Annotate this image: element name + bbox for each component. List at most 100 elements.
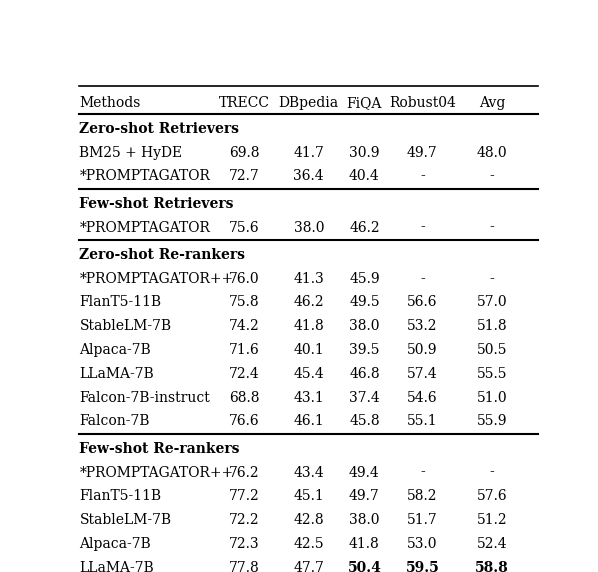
Text: 74.2: 74.2 [228,319,260,333]
Text: Falcon-7B-instruct: Falcon-7B-instruct [80,391,210,404]
Text: -: - [420,272,425,285]
Text: 37.4: 37.4 [349,391,380,404]
Text: 75.6: 75.6 [228,221,259,235]
Text: 57.6: 57.6 [477,489,507,503]
Text: 41.8: 41.8 [294,319,324,333]
Text: 41.3: 41.3 [294,272,324,285]
Text: Methods: Methods [80,96,141,110]
Text: 40.1: 40.1 [294,343,324,357]
Text: 40.4: 40.4 [349,169,380,184]
Text: 52.4: 52.4 [477,537,507,551]
Text: 39.5: 39.5 [349,343,380,357]
Text: Robust04: Robust04 [389,96,456,110]
Text: 38.0: 38.0 [349,319,380,333]
Text: 51.7: 51.7 [407,513,438,527]
Text: 55.9: 55.9 [477,414,507,428]
Text: Alpaca-7B: Alpaca-7B [80,343,151,357]
Text: 57.0: 57.0 [477,296,507,309]
Text: Few-shot Re-rankers: Few-shot Re-rankers [80,442,240,456]
Text: 58.8: 58.8 [475,561,509,572]
Text: 43.4: 43.4 [294,466,324,479]
Text: *PROMPTAGATOR++: *PROMPTAGATOR++ [80,272,233,285]
Text: Zero-shot Re-rankers: Zero-shot Re-rankers [80,248,245,262]
Text: 77.8: 77.8 [228,561,260,572]
Text: 50.5: 50.5 [477,343,507,357]
Text: 38.0: 38.0 [349,513,380,527]
Text: 59.5: 59.5 [405,561,439,572]
Text: -: - [420,221,425,235]
Text: 36.4: 36.4 [294,169,324,184]
Text: 50.4: 50.4 [347,561,382,572]
Text: 56.6: 56.6 [407,296,438,309]
Text: DBpedia: DBpedia [279,96,339,110]
Text: 55.5: 55.5 [477,367,507,381]
Text: 72.2: 72.2 [228,513,259,527]
Text: 38.0: 38.0 [294,221,324,235]
Text: 45.4: 45.4 [294,367,324,381]
Text: 76.0: 76.0 [228,272,259,285]
Text: 68.8: 68.8 [228,391,259,404]
Text: 30.9: 30.9 [349,146,380,160]
Text: 53.0: 53.0 [407,537,438,551]
Text: 57.4: 57.4 [407,367,438,381]
Text: 46.2: 46.2 [294,296,324,309]
Text: FlanT5-11B: FlanT5-11B [80,489,161,503]
Text: *PROMPTAGATOR++: *PROMPTAGATOR++ [80,466,233,479]
Text: 49.4: 49.4 [349,466,380,479]
Text: 75.8: 75.8 [228,296,259,309]
Text: 58.2: 58.2 [407,489,438,503]
Text: 51.8: 51.8 [477,319,507,333]
Text: 71.6: 71.6 [228,343,260,357]
Text: Few-shot Retrievers: Few-shot Retrievers [80,197,234,210]
Text: 41.7: 41.7 [294,146,324,160]
Text: 42.5: 42.5 [294,537,324,551]
Text: 45.1: 45.1 [294,489,324,503]
Text: 77.2: 77.2 [228,489,260,503]
Text: 50.9: 50.9 [407,343,438,357]
Text: -: - [490,169,494,184]
Text: -: - [490,466,494,479]
Text: 51.2: 51.2 [477,513,507,527]
Text: 72.7: 72.7 [228,169,260,184]
Text: 76.6: 76.6 [228,414,259,428]
Text: LLaMA-7B: LLaMA-7B [80,561,154,572]
Text: 47.7: 47.7 [294,561,324,572]
Text: 55.1: 55.1 [407,414,438,428]
Text: 72.3: 72.3 [228,537,259,551]
Text: 48.0: 48.0 [477,146,507,160]
Text: LLaMA-7B: LLaMA-7B [80,367,154,381]
Text: 46.8: 46.8 [349,367,380,381]
Text: 49.7: 49.7 [349,489,380,503]
Text: 76.2: 76.2 [228,466,259,479]
Text: 41.8: 41.8 [349,537,380,551]
Text: FlanT5-11B: FlanT5-11B [80,296,161,309]
Text: FiQA: FiQA [347,96,382,110]
Text: 49.7: 49.7 [407,146,438,160]
Text: Falcon-7B: Falcon-7B [80,414,150,428]
Text: -: - [490,221,494,235]
Text: 69.8: 69.8 [228,146,259,160]
Text: 42.8: 42.8 [294,513,324,527]
Text: 46.2: 46.2 [349,221,380,235]
Text: Avg: Avg [478,96,505,110]
Text: 54.6: 54.6 [407,391,438,404]
Text: *PROMPTAGATOR: *PROMPTAGATOR [80,221,210,235]
Text: *PROMPTAGATOR: *PROMPTAGATOR [80,169,210,184]
Text: -: - [420,169,425,184]
Text: TRECC: TRECC [218,96,270,110]
Text: StableLM-7B: StableLM-7B [80,319,172,333]
Text: 46.1: 46.1 [294,414,324,428]
Text: 45.8: 45.8 [349,414,380,428]
Text: -: - [490,272,494,285]
Text: -: - [420,466,425,479]
Text: Alpaca-7B: Alpaca-7B [80,537,151,551]
Text: BM25 + HyDE: BM25 + HyDE [80,146,182,160]
Text: 43.1: 43.1 [294,391,324,404]
Text: 49.5: 49.5 [349,296,380,309]
Text: 51.0: 51.0 [477,391,507,404]
Text: 53.2: 53.2 [407,319,438,333]
Text: 45.9: 45.9 [349,272,380,285]
Text: Zero-shot Retrievers: Zero-shot Retrievers [80,122,239,136]
Text: StableLM-7B: StableLM-7B [80,513,172,527]
Text: 72.4: 72.4 [228,367,260,381]
